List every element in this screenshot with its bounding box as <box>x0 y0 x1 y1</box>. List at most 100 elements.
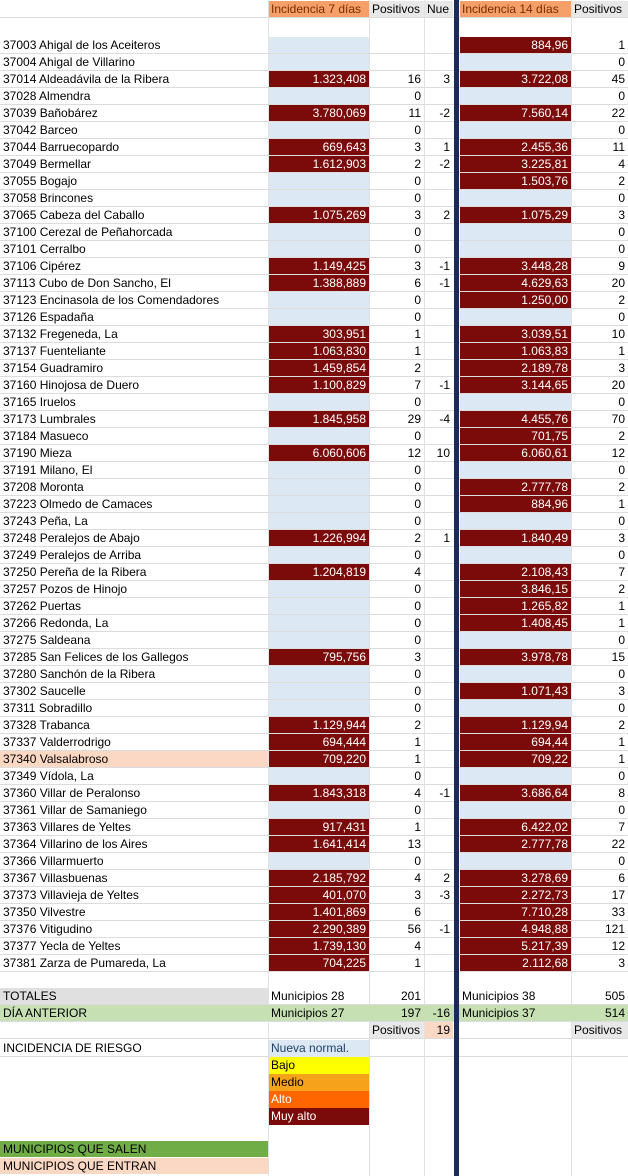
positives-7-cell: 0 <box>414 514 421 528</box>
municipality-name: 37101 Cerralbo <box>3 242 86 256</box>
positives-14-cell: 1 <box>618 599 625 613</box>
positives-14-cell: 1 <box>618 38 625 52</box>
incidence-14-cell: 694,44 <box>460 734 571 750</box>
table-row: 37014 Aldeadávila de la Ribera 1.323,408 1… <box>0 71 628 88</box>
positives-7-cell: 16 <box>407 72 421 86</box>
positives-7-cell: 0 <box>414 395 421 409</box>
table-row: 37028 Almendra 0 0 <box>0 88 628 105</box>
incidence-14-cell: 2.108,43 <box>460 564 571 580</box>
positives-7-cell: 0 <box>414 191 421 205</box>
incidence-14-cell: 2.189,78 <box>460 360 571 376</box>
incidence-14-cell: 2.455,36 <box>460 139 571 155</box>
incidence-14-cell <box>460 632 571 648</box>
new-cases-cell: -4 <box>439 412 450 426</box>
table-row: 37266 Redonda, La 0 1.408,45 1 <box>0 615 628 632</box>
incidence-14-cell: 1.265,82 <box>460 598 571 614</box>
table-row: 37361 Villar de Samaniego 0 0 <box>0 802 628 819</box>
positives-7-cell: 6 <box>414 905 421 919</box>
incidence-7-cell: 1.845,958 <box>269 411 369 427</box>
municipality-name: 37337 Valderrodrigo <box>3 735 111 749</box>
incidence-14-cell: 3.448,28 <box>460 258 571 274</box>
municipality-name: 37285 San Felices de los Gallegos <box>3 650 189 664</box>
positives-14-cell: 12 <box>611 939 625 953</box>
municipality-name: 37065 Cabeza del Caballo <box>3 208 145 222</box>
positives-14-cell: 12 <box>611 446 625 460</box>
incidence-14-cell: 6.060,61 <box>460 445 571 461</box>
incidence-7-cell <box>269 581 369 597</box>
positives-14-cell: 0 <box>618 55 625 69</box>
incidence-7-cell: 1.204,819 <box>269 564 369 580</box>
positives-7-cell: 1 <box>414 956 421 970</box>
incidence-14-cell: 1.408,45 <box>460 615 571 631</box>
positives-14-cell: 9 <box>618 259 625 273</box>
positives-7-cell: 7 <box>414 378 421 392</box>
table-row: 37165 Iruelos 0 0 <box>0 394 628 411</box>
new-cases-cell <box>425 853 453 869</box>
municipality-name: 37004 Ahigal de Villarino <box>3 55 135 69</box>
new-cases-cell <box>425 428 453 444</box>
incidence-7-cell <box>269 394 369 410</box>
incidence-14-cell: 3.978,78 <box>460 649 571 665</box>
table-row: 37337 Valderrodrigo 694,444 1 694,44 1 <box>0 734 628 751</box>
table-row: 37243 Peña, La 0 0 <box>0 513 628 530</box>
incidence-14-cell: 3.722,08 <box>460 71 571 87</box>
positives-14-cell: 1 <box>618 344 625 358</box>
positives-14-cell: 3 <box>618 531 625 545</box>
entering-row: MUNICIPIOS QUE ENTRAN <box>0 1158 628 1175</box>
municipality-name: 37058 Brincones <box>3 191 94 205</box>
table-row: 37191 Milano, El 0 0 <box>0 462 628 479</box>
incidence-14-cell <box>460 513 571 529</box>
header-nuevos: Nue <box>425 1 453 17</box>
positives-7-cell: 2 <box>414 361 421 375</box>
table-row: 37173 Lumbrales 1.845,958 29 -4 4.455,76 70 <box>0 411 628 428</box>
incidence-7-cell <box>269 598 369 614</box>
new-cases-cell <box>425 241 453 257</box>
positives-7-cell: 0 <box>414 582 421 596</box>
positives-14-cell: 2 <box>618 293 625 307</box>
positives-14-cell: 0 <box>618 633 625 647</box>
positives-7-cell: 0 <box>414 463 421 477</box>
incidence-14-cell: 3.686,64 <box>460 785 571 801</box>
table-row: 37055 Bogajo 0 1.503,76 2 <box>0 173 628 190</box>
new-cases-cell <box>425 88 453 104</box>
positives-7-cell: 2 <box>414 718 421 732</box>
incidence-14-cell: 3.225,81 <box>460 156 571 172</box>
positives-14-cell: 33 <box>611 905 625 919</box>
positives-14-cell: 20 <box>611 276 625 290</box>
municipality-name: 37350 Vilvestre <box>3 905 86 919</box>
municipality-name: 37044 Barruecopardo <box>3 140 120 154</box>
new-cases-cell <box>425 666 453 682</box>
table-row: 37154 Guadramiro 1.459,854 2 2.189,78 3 <box>0 360 628 377</box>
incidence-7-cell: 401,070 <box>269 887 369 903</box>
municipality-name: 37208 Moronta <box>3 480 84 494</box>
municipality-name: 37328 Trabanca <box>3 718 90 732</box>
positives-14-cell: 15 <box>611 650 625 664</box>
sub-header-row: Positivos 19 Positivos <box>0 1022 628 1039</box>
incidence-7-cell: 1.401,869 <box>269 904 369 920</box>
municipality-name: 37113 Cubo de Don Sancho, El <box>3 276 171 290</box>
positives-14-cell: 70 <box>611 412 625 426</box>
positives-14-cell: 3 <box>618 684 625 698</box>
table-row: 37101 Cerralbo 0 0 <box>0 241 628 258</box>
positives-7-cell: 0 <box>414 854 421 868</box>
incidence-7-cell: 3.780,069 <box>269 105 369 121</box>
municipality-name: 37311 Sobradillo <box>3 701 93 715</box>
positives-7-cell: 56 <box>407 922 421 936</box>
incidence-14-cell <box>460 122 571 138</box>
positives-7-cell: 0 <box>414 616 421 630</box>
grid-line <box>369 0 370 1176</box>
new-cases-cell <box>425 938 453 954</box>
new-cases-cell <box>425 292 453 308</box>
positives-7-cell: 0 <box>414 480 421 494</box>
incidence-7-cell <box>269 632 369 648</box>
table-row: 37106 Cipérez 1.149,425 3 -1 3.448,28 9 <box>0 258 628 275</box>
municipality-name: 37280 Sanchón de la Ribera <box>3 667 156 681</box>
incidence-7-cell: 709,220 <box>269 751 369 767</box>
positives-7-cell: 0 <box>414 667 421 681</box>
positives-7-cell <box>370 54 424 70</box>
positives-7-cell: 2 <box>414 531 421 545</box>
positives-7-cell: 3 <box>414 208 421 222</box>
new-cases-cell <box>425 547 453 563</box>
incidence-7-cell: 1.739,130 <box>269 938 369 954</box>
municipality-name: 37042 Barceo <box>3 123 78 137</box>
